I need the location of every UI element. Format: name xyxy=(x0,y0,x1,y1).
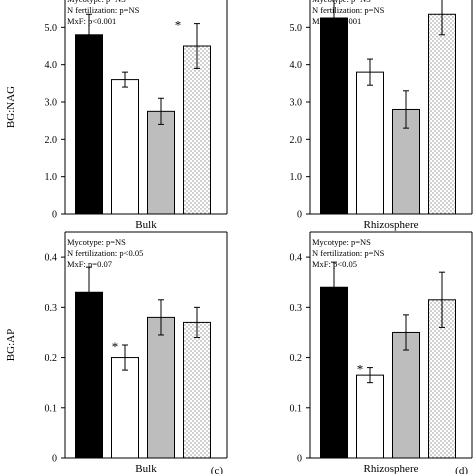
x-axis-label: Rhizosphere xyxy=(364,219,419,231)
y-tick-label: 0.4 xyxy=(290,253,303,264)
stats-line: Mycotype: p=NS xyxy=(67,0,126,4)
y-tick-label: 0.2 xyxy=(45,353,58,364)
stats-line: N fertilization: p<0.05 xyxy=(67,248,143,258)
bar xyxy=(75,34,103,215)
stats-line: N fertilization: p=NS xyxy=(312,248,385,258)
x-axis-label: Bulk xyxy=(135,463,157,474)
bar xyxy=(428,13,456,215)
bar xyxy=(320,286,348,459)
y-tick-label: 0 xyxy=(52,210,57,221)
y-tick-label: 0 xyxy=(297,454,302,465)
significance-asterisk: * xyxy=(420,0,427,3)
y-axis-label: BG:AP xyxy=(5,329,17,361)
bar xyxy=(356,374,384,459)
y-tick-label: 0.1 xyxy=(45,403,58,414)
bar xyxy=(147,110,175,215)
stats-line: Mycotype: p=NS xyxy=(312,0,371,4)
bar xyxy=(320,17,348,215)
significance-asterisk: * xyxy=(357,362,364,377)
stats-line: N fertilization: p=NS xyxy=(312,5,385,15)
x-axis-label: Bulk xyxy=(135,219,157,231)
bar xyxy=(356,71,384,215)
x-axis-label: Rhizosphere xyxy=(364,463,419,474)
y-tick-label: 0.2 xyxy=(290,353,303,364)
stats-line: Mycotype: p=NS xyxy=(312,237,371,247)
y-tick-label: 4.0 xyxy=(290,60,303,71)
y-tick-label: 4.0 xyxy=(45,60,58,71)
y-tick-label: 1.0 xyxy=(45,172,58,183)
panels: 01.02.03.04.05.0BG:NAGMycotype: p=NSN fe… xyxy=(5,0,473,474)
bar xyxy=(111,357,139,459)
stats-line: MxF: p=0.07 xyxy=(67,259,112,269)
y-tick-label: 5.0 xyxy=(45,23,58,34)
stats-line: MxF: p<0.001 xyxy=(67,16,116,26)
y-tick-label: 5.0 xyxy=(290,23,303,34)
y-tick-label: 0.4 xyxy=(45,253,58,264)
y-tick-label: 0.1 xyxy=(290,403,303,414)
significance-asterisk: * xyxy=(175,18,182,33)
panel-d: 0 0.1 0.2 0.3 0.4 Mycotype: p=NSN fertilizati… xyxy=(290,231,473,474)
y-tick-label: 3.0 xyxy=(45,98,58,109)
stats-line: Mycotype: p=NS xyxy=(67,237,126,247)
y-tick-label: 0 xyxy=(52,454,57,465)
y-tick-label: 1.0 xyxy=(290,172,303,183)
bar xyxy=(111,79,139,215)
panel-a: 0 1.0 2.0 3.0 4.0 5.0 BG:NAG Mycotype: p=NSN fe… xyxy=(5,0,228,231)
bar xyxy=(392,331,420,459)
y-tick-label: 3.0 xyxy=(290,98,303,109)
bar xyxy=(147,316,175,459)
panel-letter: (c) xyxy=(211,465,224,474)
panel-c: 0 0.1 0.2 0.3 0.4 BG:AP Mycotype: p=NSN fertil… xyxy=(5,231,228,474)
y-tick-label: 0.3 xyxy=(45,303,58,314)
panel-letter: (d) xyxy=(455,465,468,474)
y-tick-label: 2.0 xyxy=(45,135,58,146)
bar xyxy=(183,321,211,459)
panel-b: 0 1.0 2.0 3.0 4.0 5.0 Mycotype: p=NSN fertiliz… xyxy=(290,0,473,231)
y-tick-label: 0.3 xyxy=(290,303,303,314)
bar xyxy=(183,45,211,215)
significance-asterisk: * xyxy=(112,339,119,354)
y-tick-label: 0 xyxy=(297,210,302,221)
stats-line: N fertilization: p=NS xyxy=(67,5,140,15)
bar xyxy=(75,291,103,459)
y-axis-label: BG:NAG xyxy=(5,86,17,128)
y-tick-label: 2.0 xyxy=(290,135,303,146)
